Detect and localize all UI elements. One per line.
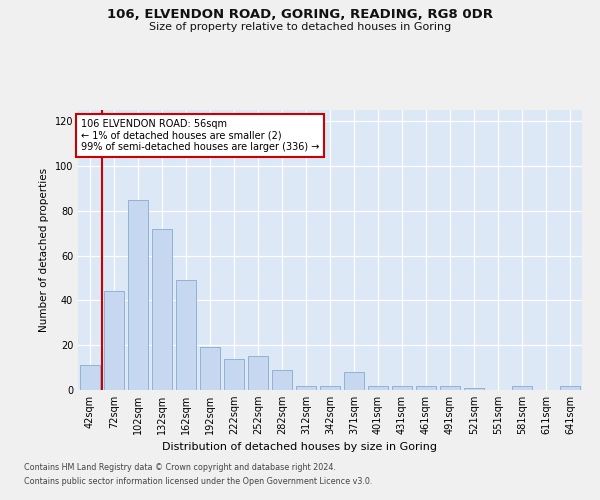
- Text: 106 ELVENDON ROAD: 56sqm
← 1% of detached houses are smaller (2)
99% of semi-det: 106 ELVENDON ROAD: 56sqm ← 1% of detache…: [81, 119, 319, 152]
- Bar: [512, 386, 532, 390]
- Text: Contains public sector information licensed under the Open Government Licence v3: Contains public sector information licen…: [24, 477, 373, 486]
- Bar: [320, 386, 340, 390]
- Bar: [464, 388, 484, 390]
- Bar: [344, 372, 364, 390]
- Bar: [224, 358, 244, 390]
- Bar: [176, 280, 196, 390]
- Bar: [200, 348, 220, 390]
- Bar: [392, 386, 412, 390]
- Text: Contains HM Land Registry data © Crown copyright and database right 2024.: Contains HM Land Registry data © Crown c…: [24, 464, 336, 472]
- Bar: [80, 366, 100, 390]
- Bar: [272, 370, 292, 390]
- Bar: [296, 386, 316, 390]
- Text: Size of property relative to detached houses in Goring: Size of property relative to detached ho…: [149, 22, 451, 32]
- Bar: [248, 356, 268, 390]
- Y-axis label: Number of detached properties: Number of detached properties: [39, 168, 49, 332]
- Bar: [104, 292, 124, 390]
- Bar: [128, 200, 148, 390]
- Bar: [416, 386, 436, 390]
- Bar: [440, 386, 460, 390]
- Bar: [152, 228, 172, 390]
- Text: 106, ELVENDON ROAD, GORING, READING, RG8 0DR: 106, ELVENDON ROAD, GORING, READING, RG8…: [107, 8, 493, 20]
- Bar: [560, 386, 580, 390]
- Bar: [368, 386, 388, 390]
- Text: Distribution of detached houses by size in Goring: Distribution of detached houses by size …: [163, 442, 437, 452]
